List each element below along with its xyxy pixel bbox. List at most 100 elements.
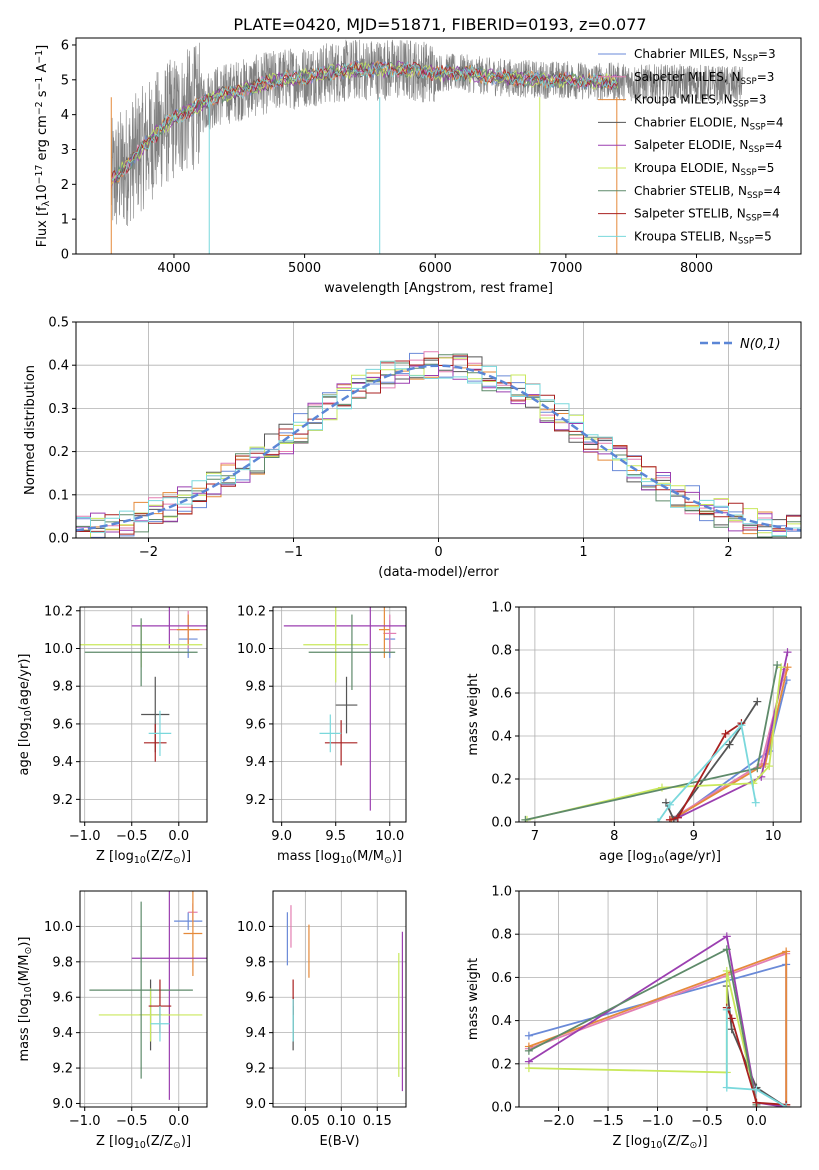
y-tick-label: 0.5	[48, 316, 69, 331]
x-tick-label: 7000	[549, 261, 582, 276]
figure-title: PLATE=0420, MJD=51871, FIBERID=0193, z=0…	[233, 15, 646, 34]
normal-reference-curve	[76, 364, 801, 532]
errorbar-point-8	[148, 710, 172, 756]
y-tick-label: 9.6	[52, 991, 73, 1006]
y-axis-label: mass weight	[466, 958, 481, 1040]
errorbar-point-6	[308, 614, 396, 690]
errorbar-point-5	[98, 988, 203, 1042]
legend-entry-2: Kroupa MILES, NSSP=3	[634, 93, 767, 110]
errorbar-point-2	[378, 607, 390, 658]
y-tick-label: 0.1	[48, 488, 69, 503]
y-tick-label: 9.2	[245, 1062, 266, 1077]
x-tick-label: 8	[610, 829, 618, 844]
y-axis-label: age [log10(age/yr)]	[17, 654, 34, 776]
mass-weight-marker	[753, 697, 762, 706]
x-tick-label: −2.0	[543, 1114, 575, 1129]
mass-weight-marker	[737, 721, 746, 730]
y-tick-label: 9.4	[245, 755, 266, 770]
y-tick-label: 0.8	[491, 928, 512, 943]
y-tick-label: 0.4	[491, 730, 512, 745]
axes-frame	[518, 606, 802, 823]
legend-entry-8: Kroupa STELIB, NSSP=5	[634, 229, 772, 246]
mass-weight-marker	[783, 648, 792, 657]
frame-massweight-vs-age: 7 8 9 10 0.0 0.2 0.4 0.6 0.8 1.0 age [log10(age/yr…	[466, 601, 802, 866]
x-axis-label: age [log10(age/yr)]	[599, 849, 721, 866]
y-tick-label: 3	[61, 143, 69, 158]
mass-weight-marker	[752, 1098, 761, 1107]
legend-entry-1: Salpeter MILES, NSSP=3	[634, 70, 774, 87]
errorbar-point-7	[143, 723, 167, 762]
y-axis-label: Flux [fλ10−17 erg cm−2 s−1 A−1]	[34, 45, 52, 247]
x-axis-label: Z [log10(Z/Z⊙)]	[612, 1134, 707, 1151]
y-tick-label: 9.8	[245, 680, 266, 695]
errorbar-point-1	[383, 614, 397, 653]
y-tick-label: 9.4	[52, 1026, 73, 1041]
x-axis-label: Z [log10(Z/Z⊙)]	[96, 849, 191, 866]
mass-weight-marker	[524, 1064, 533, 1073]
mass-weight-marker	[524, 1031, 533, 1040]
axes-frame	[79, 890, 208, 1108]
axes-frame	[518, 890, 802, 1108]
x-axis-label: (data-model)/error	[378, 565, 499, 580]
x-tick-label: 2	[724, 545, 732, 560]
axes-residuals: −2 −1 0 1 2 0.0 0.1 0.2 0.3 0.4 0.5 N(0,1) (data-mod…	[23, 316, 802, 580]
x-axis-label: E(B-V)	[319, 1134, 359, 1149]
x-tick-label: 9	[690, 829, 698, 844]
mass-weight-marker	[782, 1103, 791, 1107]
x-tick-label: 1	[579, 545, 587, 560]
mass-weight-marker	[765, 762, 774, 771]
y-tick-label: 0.6	[491, 687, 512, 702]
frame-spectrum: 4000 5000 6000 7000 8000 0 1 2 3 4 5 6 wavelength [A…	[34, 37, 802, 296]
x-tick-label: −1.0	[642, 1114, 674, 1129]
mass-weight-line-8	[725, 1009, 787, 1107]
y-tick-label: 9.6	[52, 717, 73, 732]
y-tick-label: 9.2	[52, 1062, 73, 1077]
errorbar-point-6	[89, 901, 193, 1079]
y-tick-label: 1	[61, 213, 69, 228]
y-tick-label: 9.6	[245, 991, 266, 1006]
mass-weight-line-8	[657, 723, 757, 822]
model-fit-8	[110, 61, 618, 182]
axes-age-vs-z: −1.0 −0.5 0.0 9.2 9.4 9.6 9.8 10.0 10.2 Z [log10(…	[17, 604, 208, 866]
x-tick-label: 0	[434, 545, 442, 560]
y-tick-label: 0.8	[491, 644, 512, 659]
y-tick-label: 0.2	[48, 445, 69, 460]
x-tick-label: −0.5	[116, 1114, 148, 1129]
errorbar-point-4	[131, 607, 207, 649]
x-tick-label: 0.15	[363, 1114, 392, 1129]
model-fit-5	[110, 60, 618, 185]
mass-weight-line-4	[528, 934, 787, 1107]
y-tick-label: 10.0	[44, 920, 73, 935]
mass-weight-line-7	[669, 722, 742, 821]
y-tick-label: 0.2	[491, 773, 512, 788]
plot-area-residuals	[76, 351, 801, 538]
mass-weight-marker	[753, 764, 762, 773]
legend-entry-6: Chabrier STELIB, NSSP=4	[634, 184, 781, 201]
x-axis-label: mass [log10(M/M⊙)]	[277, 849, 402, 866]
y-axis-label: mass [log10(M/M⊙)]	[17, 937, 34, 1062]
y-tick-label: 9.2	[52, 793, 73, 808]
x-tick-label: 10	[765, 829, 782, 844]
y-tick-label: 6	[61, 38, 69, 53]
errorbar-point-6	[84, 618, 198, 687]
x-tick-label: 0.10	[327, 1114, 356, 1129]
plot-area-massweight-vs-age	[521, 648, 792, 822]
x-tick-label: −1.0	[69, 829, 101, 844]
y-tick-label: 10.2	[44, 604, 73, 619]
frame-mass-vs-ebv: 0.05 0.10 0.15 9.0 9.2 9.4 9.6 9.8 10.0 E(B-V)	[237, 890, 407, 1149]
axes-age-vs-mass: 9.0 9.5 10.0 9.2 9.4 9.6 9.8 10.0 10.2 mass [log1…	[237, 604, 407, 866]
axes-mass-vs-ebv: 0.05 0.10 0.15 9.0 9.2 9.4 9.6 9.8 10.0 E(B-V)	[237, 890, 407, 1149]
axes-mass-vs-z: −1.0 −0.5 0.0 9.0 9.2 9.4 9.6 9.8 10.0 Z [log10(Z…	[17, 890, 208, 1151]
y-tick-label: 9.4	[52, 755, 73, 770]
errorbar-point-4	[283, 607, 406, 811]
legend-entry-3: Chabrier ELODIE, NSSP=4	[634, 115, 783, 132]
errorbar-point-5	[303, 607, 369, 683]
y-tick-label: 2	[61, 178, 69, 193]
mass-weight-marker	[782, 947, 791, 956]
x-tick-label: −2	[139, 545, 158, 560]
plot-area-age-vs-mass	[283, 607, 406, 811]
mass-weight-marker	[665, 800, 674, 809]
x-tick-label: 9.0	[271, 829, 292, 844]
x-tick-label: −0.5	[691, 1114, 723, 1129]
legend-spectrum: Chabrier MILES, NSSP=3 Salpeter MILES, NS…	[598, 47, 783, 246]
